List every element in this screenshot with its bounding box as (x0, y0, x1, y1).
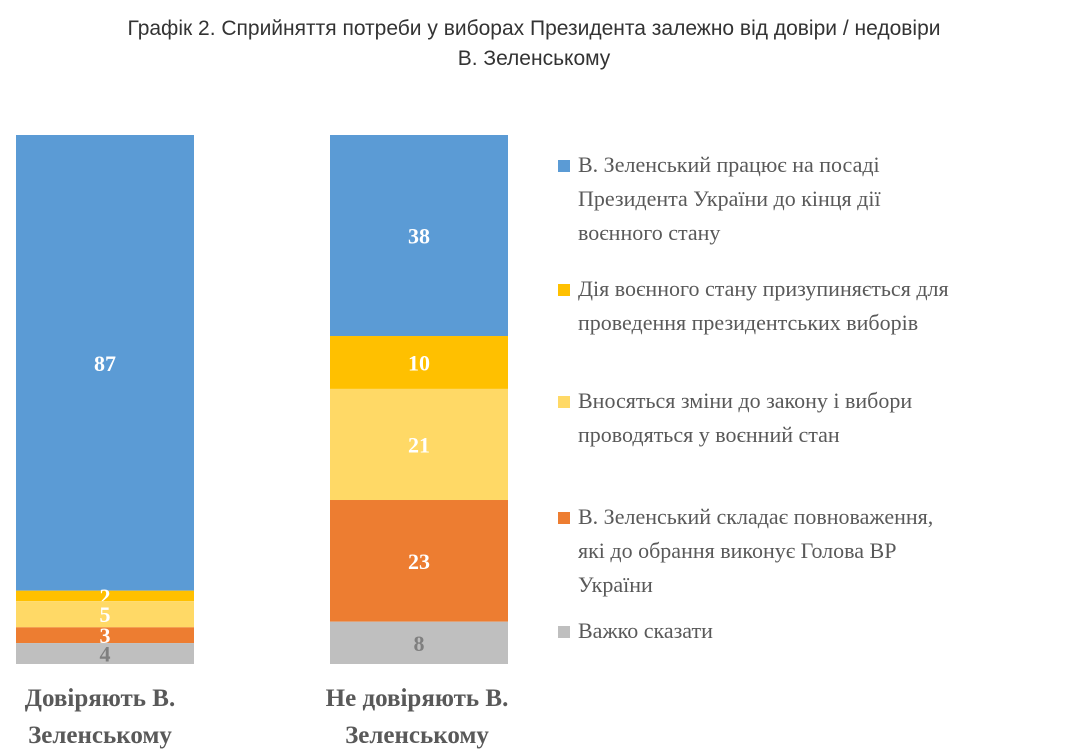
bar-segment (330, 621, 508, 664)
legend-swatch (558, 396, 570, 408)
bar-segment (16, 590, 194, 602)
title-line: Графік 2. Сприйняття потреби у виборах П… (127, 17, 941, 40)
legend-label: Дія воєнного стану призупиняється для (578, 276, 949, 301)
data-label: 21 (408, 432, 430, 457)
category-label: Не довіряють В. (326, 685, 509, 712)
bar-segment (16, 135, 194, 591)
data-label: 5 (100, 602, 111, 627)
legend-label: В. Зеленський складає повноваження, (578, 504, 934, 529)
legend-label: проводяться у воєнний стан (578, 422, 840, 447)
legend-label: Важко сказати (578, 618, 713, 643)
data-label: 3 (100, 623, 111, 648)
category-label: Зеленському (28, 722, 172, 749)
bar-segment (330, 135, 508, 337)
legend-item: Важко сказати (558, 614, 1068, 648)
legend-item: Вносяться зміни до закону і вибори провод… (558, 384, 1068, 452)
legend-label: воєнного стану (578, 220, 721, 245)
legend-label: В. Зеленський працює на посаді (578, 152, 880, 177)
title-line: В. Зеленському (457, 47, 611, 70)
data-label: 4 (100, 642, 111, 667)
bar-segment (330, 500, 508, 622)
bar-segment (330, 388, 508, 501)
legend-swatch (558, 160, 570, 172)
bar-segment (16, 627, 194, 644)
bar-segment (16, 601, 194, 628)
category-label: Довіряють В. (25, 685, 175, 712)
data-label: 2 (100, 584, 111, 609)
legend-swatch (558, 626, 570, 638)
data-label: 23 (408, 549, 430, 574)
data-label: 38 (408, 224, 430, 249)
data-label: 87 (94, 351, 116, 376)
legend-label: України (578, 572, 653, 597)
legend-label: проведення президентських виборів (578, 310, 919, 335)
data-label: 10 (408, 350, 430, 375)
legend-label: Вносяться зміни до закону і вибори (578, 388, 913, 413)
legend-item: В. Зеленський складає повноваження, які д… (558, 500, 1068, 602)
chart-title: Графік 2. Сприйняття потреби у виборах П… (0, 14, 1068, 74)
legend-item: В. Зеленський працює на посаді Президента… (558, 148, 1068, 250)
bar-segment (330, 336, 508, 389)
legend-swatch (558, 512, 570, 524)
bar-segment (16, 643, 194, 664)
legend-item: Дія воєнного стану призупиняється для про… (558, 272, 1068, 340)
category-label: Зеленському (345, 722, 489, 749)
legend-swatch (558, 284, 570, 296)
legend-label: які до обрання виконує Голова ВР (578, 538, 897, 563)
data-label: 8 (414, 631, 425, 656)
legend-label: Президента України до кінця дії (578, 186, 881, 211)
